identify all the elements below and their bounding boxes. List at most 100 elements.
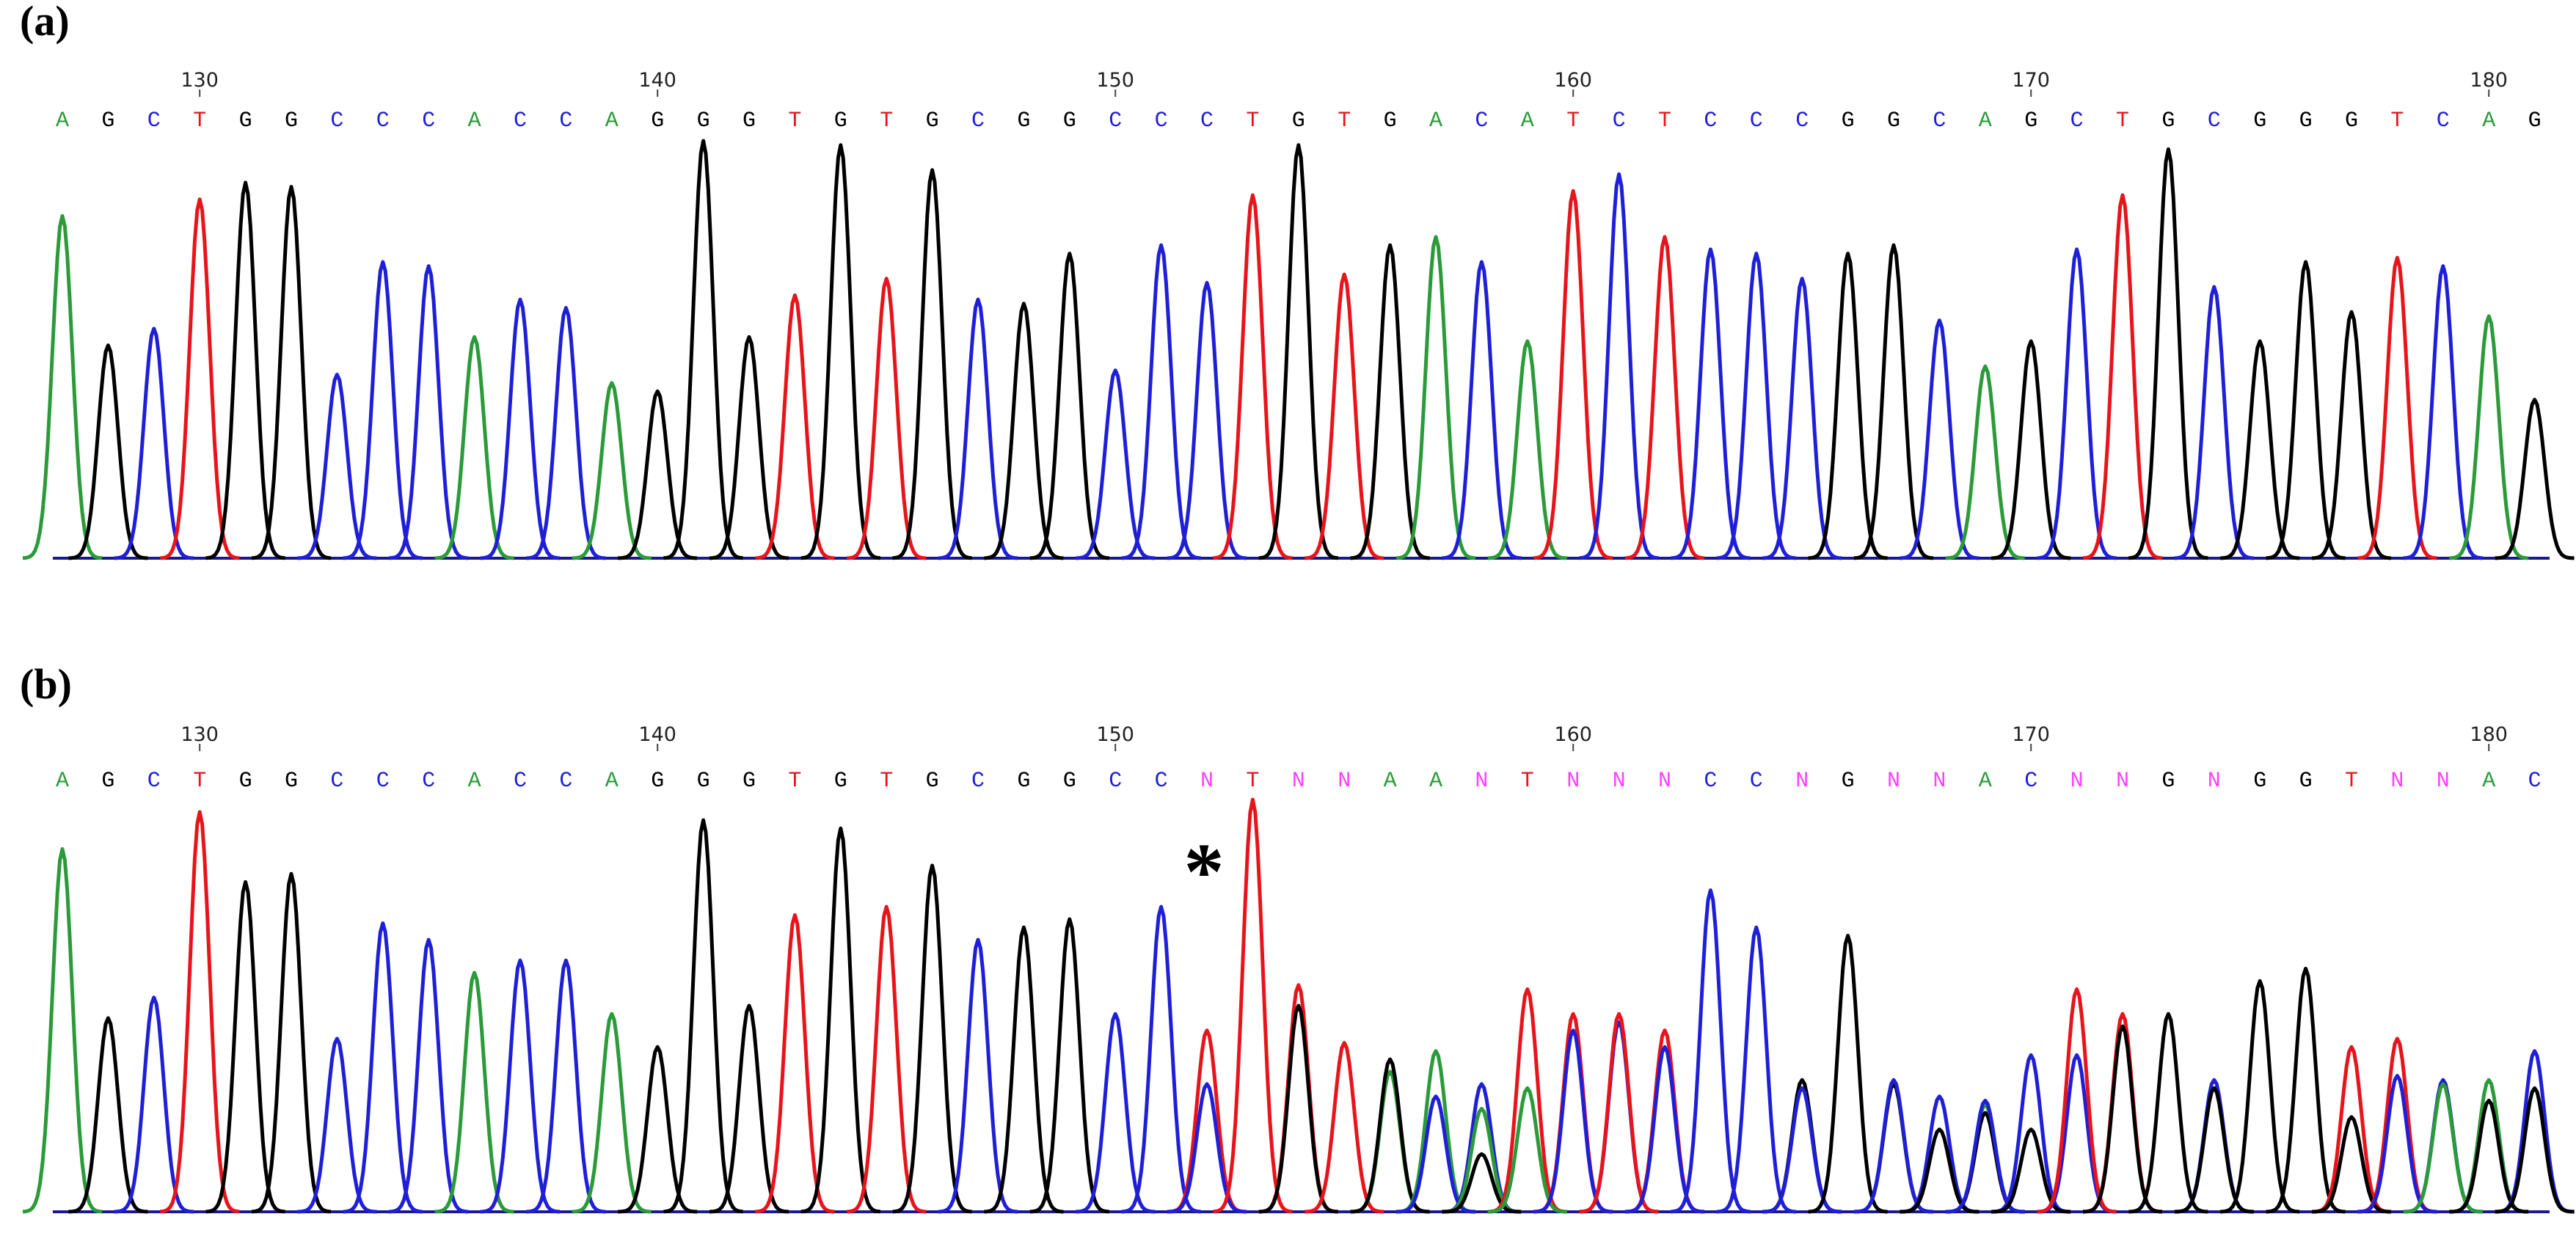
- base-call: A: [56, 769, 69, 794]
- base-call: C: [330, 109, 343, 134]
- base-call: G: [2024, 109, 2037, 134]
- peak: [709, 1003, 789, 1214]
- peak: [755, 293, 835, 560]
- base-call: G: [834, 109, 847, 134]
- base-call: G: [926, 769, 939, 794]
- base-call: C: [1109, 769, 1122, 794]
- peak: [2449, 1098, 2529, 1214]
- peak: [1395, 235, 1476, 560]
- peak: [1900, 1127, 1980, 1214]
- base-call: T: [788, 109, 801, 134]
- base-call: G: [1063, 109, 1076, 134]
- peak: [2495, 1086, 2575, 1214]
- peak: [297, 373, 377, 560]
- base-call: G: [742, 769, 756, 794]
- base-call: N: [1566, 769, 1580, 794]
- base-call: N: [1613, 769, 1626, 794]
- peak: [2128, 1012, 2208, 1214]
- base-call: C: [971, 109, 985, 134]
- peak: [1350, 243, 1430, 560]
- base-call: C: [1200, 109, 1214, 134]
- base-call: G: [697, 769, 710, 794]
- base-call: G: [285, 769, 298, 794]
- peak: [800, 143, 881, 560]
- peak: [892, 168, 972, 560]
- peak: [709, 334, 789, 560]
- peak: [2403, 264, 2484, 560]
- peak: [1487, 1086, 1567, 1214]
- peak: [1442, 260, 1522, 560]
- peak: [343, 921, 423, 1214]
- peak: [1945, 364, 2025, 560]
- base-call: T: [1521, 769, 1534, 794]
- peak: [1121, 904, 1201, 1214]
- peak: [343, 260, 423, 560]
- position-label: 170: [2012, 723, 2050, 746]
- peak: [159, 810, 240, 1214]
- base-call: C: [376, 769, 390, 794]
- peak: [526, 306, 606, 560]
- base-call: T: [880, 769, 893, 794]
- peak: [984, 925, 1064, 1214]
- base-call: A: [56, 109, 69, 134]
- peak: [2495, 398, 2575, 560]
- base-call: T: [1246, 109, 1259, 134]
- base-call: G: [834, 769, 847, 794]
- peak: [2220, 339, 2300, 560]
- peak: [114, 326, 194, 560]
- base-call: A: [605, 109, 619, 134]
- peak: [1900, 318, 1980, 560]
- base-call: N: [1658, 769, 1671, 794]
- base-call: G: [742, 109, 756, 134]
- base-call: N: [2070, 769, 2084, 794]
- base-call: C: [1933, 109, 1946, 134]
- position-label: 140: [638, 69, 676, 92]
- peak: [846, 904, 927, 1214]
- peak: [1167, 1082, 1247, 1214]
- base-call: G: [2253, 769, 2266, 794]
- position-label: 180: [2470, 723, 2508, 746]
- base-call: A: [1521, 109, 1534, 134]
- base-call: C: [1795, 109, 1809, 134]
- peak: [1167, 281, 1247, 560]
- base-call: G: [1292, 109, 1305, 134]
- peak: [1762, 1086, 1842, 1214]
- peak: [297, 1036, 377, 1214]
- peak: [205, 880, 285, 1214]
- peak: [800, 826, 881, 1214]
- base-call: G: [285, 109, 298, 134]
- base-call: G: [1887, 109, 1900, 134]
- base-call: N: [2437, 769, 2450, 794]
- base-call: N: [1887, 769, 1900, 794]
- peak: [2082, 1024, 2163, 1214]
- base-call: A: [1384, 769, 1397, 794]
- base-call: T: [1566, 109, 1580, 134]
- base-call: A: [2482, 769, 2495, 794]
- base-call: A: [1429, 769, 1442, 794]
- base-call: C: [1155, 769, 1168, 794]
- mutation-marker: *: [1184, 827, 1225, 916]
- peak: [526, 958, 606, 1214]
- peak: [1808, 934, 1888, 1214]
- peak: [2403, 1082, 2483, 1214]
- base-call: N: [1200, 769, 1214, 794]
- base-call: G: [239, 109, 252, 134]
- peak: [1624, 1045, 1705, 1214]
- base-call: C: [147, 109, 161, 134]
- position-label: 150: [1096, 69, 1134, 92]
- base-call: N: [1338, 769, 1351, 794]
- peak: [1442, 1152, 1522, 1214]
- base-call: C: [559, 769, 572, 794]
- base-call: T: [1246, 769, 1259, 794]
- position-label: 140: [638, 723, 676, 746]
- base-call: A: [468, 769, 481, 794]
- peak: [1762, 277, 1842, 560]
- peak: [1258, 1003, 1338, 1214]
- base-call: C: [2024, 769, 2037, 794]
- base-call: G: [2345, 109, 2358, 134]
- peak: [160, 197, 240, 560]
- peak: [68, 1016, 148, 1214]
- base-call: G: [101, 109, 114, 134]
- base-call: C: [1750, 109, 1763, 134]
